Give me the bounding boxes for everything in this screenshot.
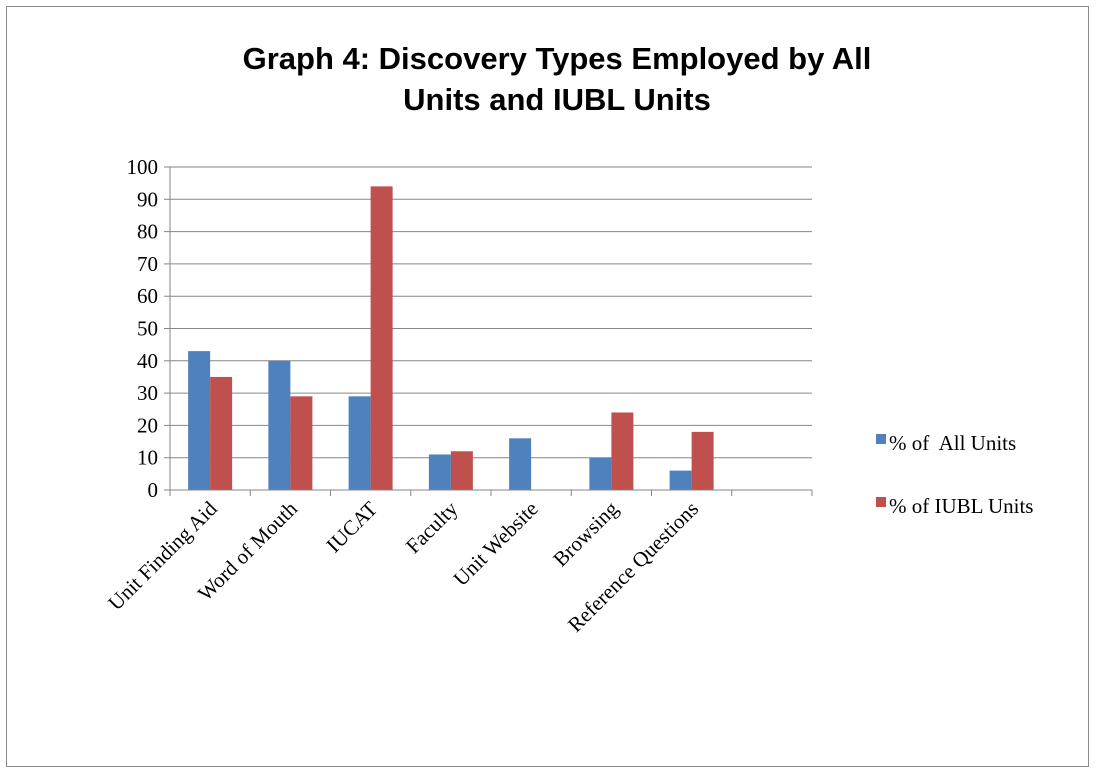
y-tick-label: 90: [137, 187, 158, 211]
legend-swatch-series-2: [876, 497, 886, 507]
legend: % of All Units % of IUBL Units: [876, 431, 1033, 518]
y-tick-label: 100: [127, 155, 159, 179]
x-category-label: Unit Website: [448, 497, 542, 591]
x-category-label: IUCAT: [321, 496, 382, 557]
x-category-label: Faculty: [401, 496, 463, 558]
y-tick-label: 40: [137, 349, 158, 373]
bar-series-2: [290, 396, 313, 490]
y-tick-label: 80: [137, 220, 158, 244]
chart-title-line-2: Units and IUBL Units: [403, 82, 711, 117]
y-tick-label: 50: [137, 317, 158, 341]
bar-series-1: [268, 360, 291, 490]
bar-series-1: [669, 470, 692, 490]
chart-title-line-1: Graph 4: Discovery Types Employed by All: [243, 41, 872, 76]
y-axis-ticks: 0 10 20 30 40 50 60 70 80 90 100: [127, 155, 170, 502]
legend-label-series-1: % of All Units: [889, 431, 1016, 455]
bar-series-2: [370, 186, 393, 490]
bar-series-2: [611, 412, 634, 490]
y-tick-label: 10: [137, 446, 158, 470]
bar-series-1: [589, 457, 612, 490]
chart-frame: [6, 6, 1089, 767]
y-tick-label: 70: [137, 252, 158, 276]
legend-label-series-2: % of IUBL Units: [889, 494, 1033, 518]
bar-series-1: [509, 438, 532, 490]
gridlines: [170, 166, 812, 459]
bar-series-1: [188, 351, 211, 490]
y-tick-label: 20: [137, 413, 158, 437]
y-tick-label: 0: [148, 478, 159, 502]
bar-series-2: [210, 376, 233, 490]
legend-swatch-series-1: [876, 434, 886, 444]
bar-series-2: [450, 451, 473, 490]
bar-series-1: [348, 396, 371, 490]
y-tick-label: 60: [137, 284, 158, 308]
bar-series-2: [691, 431, 714, 490]
y-tick-label: 30: [137, 381, 158, 405]
bars: [188, 186, 714, 490]
x-category-label: Browsing: [548, 496, 623, 571]
axes: [169, 167, 813, 496]
bar-series-1: [428, 454, 451, 490]
